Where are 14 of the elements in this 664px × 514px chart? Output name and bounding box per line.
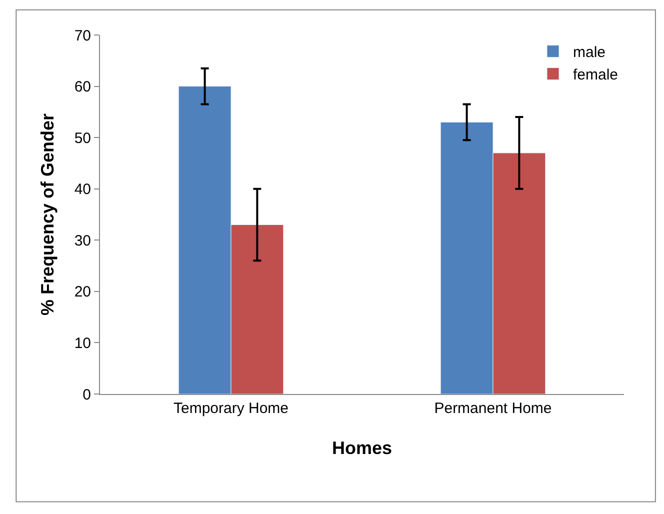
- x-tick-label: Permanent Home: [434, 400, 552, 417]
- x-axis-title: Homes: [332, 438, 392, 458]
- y-axis-title: % Frequency of Gender: [38, 113, 58, 316]
- legend-label: female: [573, 66, 618, 84]
- y-tick-label: 10: [74, 334, 91, 352]
- y-tick-label: 40: [74, 181, 91, 198]
- y-tick-label: 0: [82, 386, 91, 404]
- y-tick-label: 60: [74, 78, 91, 96]
- legend-label: male: [573, 44, 606, 62]
- y-tick-label: 50: [74, 130, 91, 147]
- y-tick-label: 20: [74, 284, 91, 301]
- y-tick-label: 30: [74, 232, 91, 250]
- y-tick-label: 70: [74, 27, 91, 44]
- x-tick-label: Temporary Home: [173, 400, 289, 417]
